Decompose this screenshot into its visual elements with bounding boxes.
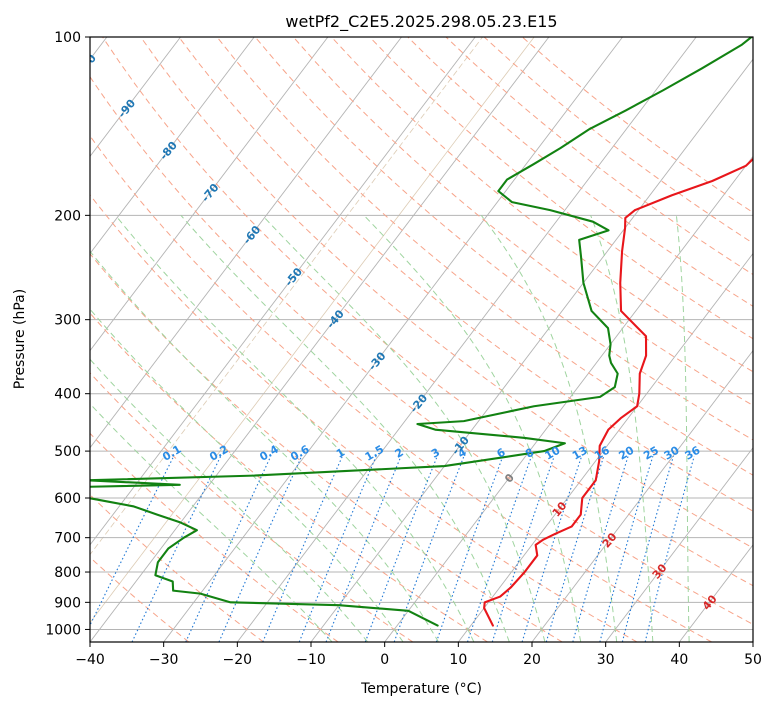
x-tick-label: −10 bbox=[296, 652, 326, 668]
y-tick-label: 100 bbox=[54, 30, 81, 46]
mixing-ratio-line bbox=[90, 455, 175, 627]
isotherm-line bbox=[531, 349, 753, 642]
series-layer bbox=[90, 37, 753, 627]
y-tick-label: 500 bbox=[54, 444, 81, 460]
dry-adiabat-line bbox=[254, 37, 753, 441]
moist-adiabat-line bbox=[590, 215, 654, 642]
moist-adiabat-line bbox=[115, 215, 475, 642]
mixing-ratio-line bbox=[491, 456, 555, 642]
dry-adiabat-line bbox=[292, 37, 753, 407]
mixing-ratio-line bbox=[521, 456, 583, 642]
x-tick-label: −40 bbox=[75, 652, 105, 668]
mixing-ratio-line bbox=[325, 455, 402, 642]
isotherm-line bbox=[605, 447, 753, 642]
moist-adiabat-line bbox=[90, 358, 369, 642]
plot-frame bbox=[89, 36, 754, 643]
y-axis-title: Pressure (hPa) bbox=[12, 289, 28, 389]
grid-layer bbox=[90, 37, 753, 642]
isotherm-line bbox=[236, 37, 697, 642]
y-tick-label: 700 bbox=[54, 531, 81, 547]
mixing-ratio-line bbox=[435, 456, 504, 642]
isotherm-line bbox=[90, 37, 476, 546]
y-tick-label: 900 bbox=[54, 595, 81, 611]
x-tick-label: −20 bbox=[223, 652, 253, 668]
mixing-ratio-line bbox=[644, 456, 695, 642]
isotherm-line bbox=[384, 155, 753, 642]
x-axis-title: Temperature (°C) bbox=[360, 681, 482, 697]
isotherm-line bbox=[90, 37, 329, 352]
x-tick-label: 50 bbox=[744, 652, 762, 668]
x-tick-label: 10 bbox=[449, 652, 467, 668]
mixing-ratio-line bbox=[545, 456, 605, 642]
moist-adiabat-line bbox=[180, 215, 510, 642]
chart-title: wetPf2_C2E5.2025.298.05.23.E15 bbox=[285, 12, 557, 32]
x-tick-label: 0 bbox=[380, 652, 389, 668]
x-tick-label: 30 bbox=[597, 652, 615, 668]
y-tick-label: 300 bbox=[54, 313, 81, 329]
y-tick-label: 1000 bbox=[45, 622, 81, 638]
mixing-ratio-line bbox=[262, 455, 343, 642]
isotherm-line bbox=[90, 37, 255, 255]
moist-adiabat-line bbox=[261, 214, 546, 642]
y-tick-label: 200 bbox=[54, 208, 81, 224]
y-tick-label: 800 bbox=[54, 565, 81, 581]
x-tick-label: −30 bbox=[149, 652, 179, 668]
mixing-ratio-line bbox=[218, 455, 303, 642]
dewpoint-profile-line bbox=[90, 37, 753, 627]
plot-background bbox=[90, 37, 753, 642]
mixing-ratio-line bbox=[298, 455, 377, 642]
isotherm-line bbox=[90, 37, 402, 449]
dry-adiabat-line bbox=[216, 37, 753, 476]
background-curve bbox=[90, 37, 483, 556]
background-curve bbox=[90, 37, 535, 624]
dry-adiabat-line bbox=[90, 432, 339, 642]
mixing-ratio-line bbox=[185, 455, 272, 642]
isotherm-line bbox=[90, 37, 181, 158]
x-tick-label: 40 bbox=[670, 652, 688, 668]
dry-adiabat-line bbox=[90, 194, 638, 642]
temperature-profile-line bbox=[483, 157, 753, 627]
mixing-ratio-line bbox=[466, 456, 533, 642]
isotherm-line bbox=[457, 252, 753, 642]
isotherm-line bbox=[752, 641, 753, 642]
mixing-ratio-line bbox=[131, 455, 222, 642]
y-tick-label: 400 bbox=[54, 387, 81, 403]
moist-adiabat-line bbox=[480, 215, 618, 642]
dry-adiabat-line bbox=[90, 135, 712, 642]
moist-adiabat-line bbox=[90, 250, 439, 642]
y-tick-label: 600 bbox=[54, 491, 81, 507]
axis-layer: −40 −30 −20 −10 0 10 20 30 40 50 100 200 300 400 500 60… bbox=[45, 30, 762, 668]
moist-adiabat-line bbox=[675, 215, 690, 642]
x-tick-label: 20 bbox=[523, 652, 541, 668]
isotherm-line bbox=[163, 37, 623, 642]
isotherm-line bbox=[90, 37, 550, 642]
dry-adiabat-line bbox=[90, 372, 414, 642]
mixing-ratio-line bbox=[364, 455, 438, 642]
dry-adiabat-line bbox=[331, 37, 753, 373]
mixing-ratio-line bbox=[621, 456, 674, 642]
mixing-ratio-line bbox=[393, 455, 465, 642]
